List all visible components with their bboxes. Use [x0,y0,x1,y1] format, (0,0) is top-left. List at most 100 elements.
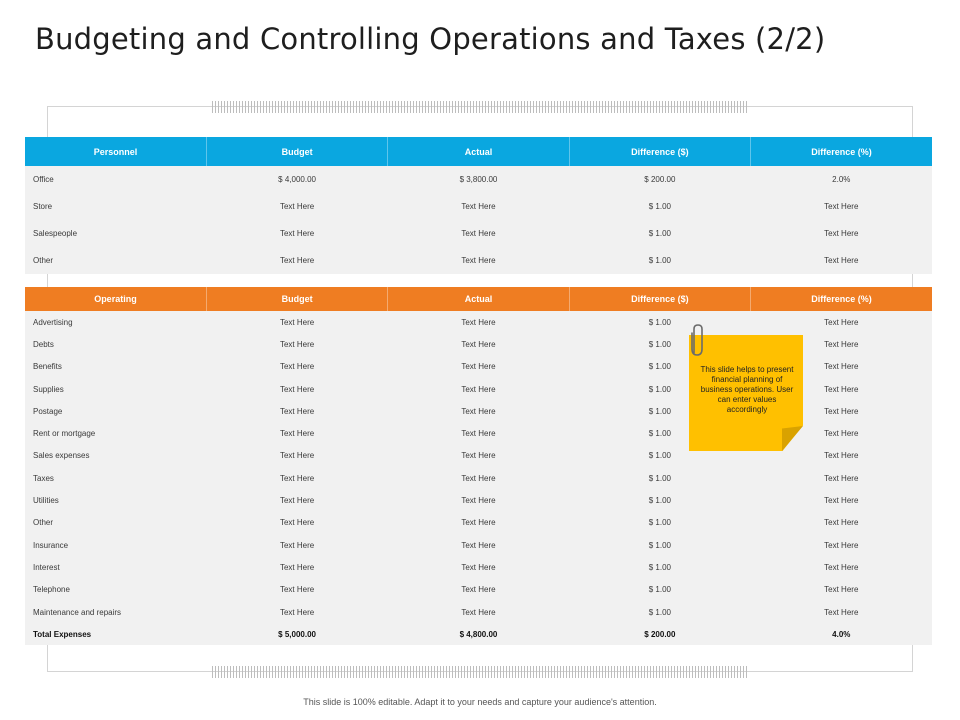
table-cell: Text Here [206,578,388,601]
table-cell: Text Here [206,533,388,557]
table-cell: Text Here [206,311,388,334]
table-cell: Text Here [387,400,570,423]
table-cell: Taxes [25,467,207,490]
table-cell: Text Here [206,422,388,445]
table-cell: Text Here [387,311,570,334]
personnel-header-cell: Actual [387,137,570,166]
table-cell: Rent or mortgage [25,422,207,445]
table-cell: $ 1.00 [569,220,751,247]
bottom-hatch-decoration [212,666,748,678]
total-row: Total Expenses $ 5,000.00 $ 4,800.00 $ 200.… [25,623,932,646]
table-cell: Text Here [206,333,388,356]
table-cell: Utilities [25,489,207,512]
table-row: Other Text Here Text Here $ 1.00 Text Here [25,511,932,534]
slide-title: Budgeting and Controlling Operations and… [35,22,826,56]
table-cell: Office [25,166,207,193]
table-cell: $ 200.00 [569,166,751,193]
table-cell: $ 1.00 [569,193,751,220]
operating-header-cell: Difference (%) [750,287,932,311]
operating-table: Operating Budget Actual Difference ($) Diffe… [25,287,932,646]
table-cell: Text Here [750,444,932,468]
table-cell: Maintenance and repairs [25,600,207,624]
table-row: Taxes Text Here Text Here $ 1.00 Text Here [25,467,932,490]
operating-header-cell: Operating [25,287,207,311]
table-cell: Sales expenses [25,444,207,468]
personnel-header-cell: Budget [206,137,389,166]
table-cell: Supplies [25,377,207,401]
table-cell: Text Here [387,220,570,247]
table-cell: Text Here [387,193,570,220]
top-hatch-decoration [212,101,748,113]
table-row: Interest Text Here Text Here $ 1.00 Text Her… [25,556,932,579]
personnel-header-cell: Difference (%) [750,137,932,166]
table-row: Salespeople Text Here Text Here $ 1.00 Text … [25,220,932,247]
table-cell: $ 1.00 [569,247,751,274]
table-cell: Text Here [206,377,388,401]
table-cell: Postage [25,400,207,423]
table-cell: Interest [25,556,207,579]
table-cell: $ 1.00 [569,556,751,579]
table-cell: Text Here [750,311,932,334]
table-cell: Text Here [387,533,570,557]
table-cell: Benefits [25,355,207,378]
table-row: Insurance Text Here Text Here $ 1.00 Text He… [25,533,932,557]
table-cell: Text Here [206,511,388,534]
table-cell: Text Here [206,489,388,512]
table-cell: $ 1.00 [569,578,751,601]
table-cell: Text Here [387,377,570,401]
table-cell: Text Here [206,247,388,274]
table-cell: Text Here [750,220,932,247]
total-cell: $ 4,800.00 [387,623,570,646]
table-row: Store Text Here Text Here $ 1.00 Text Here [25,193,932,220]
table-cell: Debts [25,333,207,356]
table-cell: Text Here [750,600,932,624]
operating-header-cell: Budget [206,287,389,311]
personnel-header-cell: Difference ($) [569,137,752,166]
table-cell: $ 1.00 [569,600,751,624]
operating-header-cell: Difference ($) [569,287,752,311]
table-cell: $ 1.00 [569,489,751,512]
table-cell: Insurance [25,533,207,557]
table-row: Telephone Text Here Text Here $ 1.00 Text He… [25,578,932,601]
personnel-table: Personnel Budget Actual Difference ($) Diffe… [25,137,932,274]
table-cell: Text Here [750,533,932,557]
table-row: Utilities Text Here Text Here $ 1.00 Text He… [25,489,932,512]
table-cell: Text Here [387,355,570,378]
table-cell: Text Here [387,489,570,512]
footer-text: This slide is 100% editable. Adapt it to… [303,697,657,707]
table-cell: Text Here [387,247,570,274]
table-cell: Text Here [206,467,388,490]
table-cell: $ 1.00 [569,511,751,534]
table-cell: Text Here [206,220,388,247]
total-cell: $ 200.00 [569,623,751,646]
table-cell: Text Here [387,467,570,490]
table-cell: Text Here [750,193,932,220]
table-cell: $ 1.00 [569,467,751,490]
table-row: Sales expenses Text Here Text Here $ 1.00 Te… [25,444,932,468]
table-cell: Other [25,511,207,534]
table-cell: Text Here [750,467,932,490]
table-cell: $ 1.00 [569,311,751,334]
personnel-header-cell: Personnel [25,137,207,166]
table-cell: Text Here [750,556,932,579]
table-row: Maintenance and repairs Text Here Text Her… [25,600,932,624]
table-cell: Text Here [750,247,932,274]
sticky-note-text: This slide helps to present financial pl… [700,365,794,414]
table-cell: Text Here [750,489,932,512]
table-cell: Other [25,247,207,274]
table-cell: Telephone [25,578,207,601]
table-row: Advertising Text Here Text Here $ 1.00 Text … [25,311,932,334]
table-row: Office $ 4,000.00 $ 3,800.00 $ 200.00 2.0% [25,166,932,193]
table-row: Other Text Here Text Here $ 1.00 Text Here [25,247,932,274]
total-cell: 4.0% [750,623,932,646]
table-cell: Text Here [387,511,570,534]
table-cell: Store [25,193,207,220]
table-cell: Text Here [387,422,570,445]
table-cell: Text Here [387,600,570,624]
table-cell: 2.0% [750,166,932,193]
table-cell: Text Here [206,444,388,468]
table-cell: Text Here [387,444,570,468]
table-cell: Text Here [206,556,388,579]
table-cell: $ 3,800.00 [387,166,570,193]
operating-header-cell: Actual [387,287,570,311]
